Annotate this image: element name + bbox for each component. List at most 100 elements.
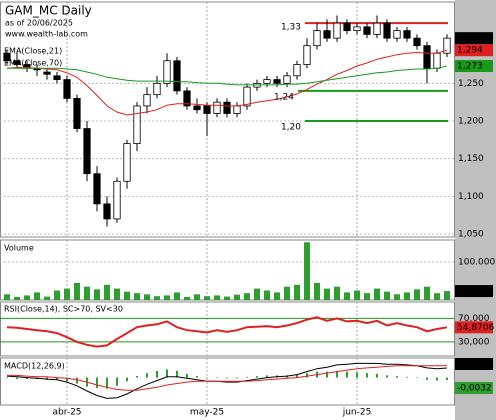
histogram-bar	[236, 377, 238, 379]
volume-bar	[254, 288, 260, 300]
panel-frame	[0, 357, 455, 406]
histogram-bar	[6, 377, 8, 379]
histogram-bar	[166, 369, 168, 378]
candle-body	[413, 37, 421, 47]
histogram-bar	[176, 370, 178, 378]
candle-body	[423, 45, 431, 69]
candle-body	[283, 75, 291, 84]
candle-body	[213, 101, 221, 114]
histogram-bar	[56, 377, 58, 380]
panel-title: MACD(12,26,9)	[4, 362, 65, 371]
volume-bar	[324, 288, 330, 300]
ema-line	[7, 65, 448, 86]
volume-bar	[174, 292, 180, 300]
last-value-box	[455, 44, 493, 57]
y-tick-label: 1,150	[458, 154, 484, 164]
grid	[0, 1, 455, 406]
histogram-bar	[26, 377, 28, 380]
y-tick-label: 100.000	[458, 258, 495, 268]
last-value-label: 1,273	[457, 62, 483, 72]
candle-body	[93, 173, 101, 205]
candle-body	[373, 22, 381, 35]
x-tick-label: abr-25	[52, 408, 81, 418]
last-value-box	[455, 321, 493, 334]
histogram-bar	[146, 373, 148, 378]
histogram-bar	[66, 377, 68, 382]
labels: GAM_MC Daily as of 20/06/2025 www.wealth…	[4, 4, 495, 418]
volume-bar	[134, 293, 140, 300]
volume-bar	[374, 288, 380, 300]
histogram-bar	[326, 371, 328, 378]
histogram-bar	[196, 376, 198, 378]
candle-body	[353, 26, 361, 32]
histogram-bar	[436, 377, 438, 381]
histogram-bar	[96, 377, 98, 389]
volume-bar	[24, 295, 30, 300]
macd-line	[7, 365, 448, 391]
histogram-bar	[296, 374, 298, 378]
histogram-bar	[246, 376, 248, 378]
candle-body	[263, 79, 271, 84]
legend-entry: EMA(Close,70)	[4, 59, 62, 68]
legend-entry: EMA(Close,21)	[4, 47, 62, 56]
candle-body	[143, 94, 151, 107]
volume-bar	[104, 284, 110, 300]
last-value-label: 54,8706	[457, 323, 494, 333]
ema-line	[6, 49, 448, 116]
volume-bar	[4, 294, 10, 300]
histogram-bar	[216, 377, 218, 379]
level-label: 1,20	[281, 123, 301, 133]
candle-body	[313, 30, 321, 47]
rsi-line	[6, 316, 448, 348]
volume-bar	[364, 293, 370, 300]
candle-body	[403, 30, 411, 39]
volume-bar	[274, 292, 280, 300]
histogram-bar	[106, 377, 108, 389]
candle-body	[113, 180, 121, 220]
y-tick-label: 1,250	[458, 79, 484, 89]
y-tick-label: 1,100	[458, 192, 484, 202]
volume-bar	[204, 296, 210, 300]
histogram-bar	[416, 377, 418, 379]
candle-body	[293, 64, 301, 77]
volume-bar	[314, 282, 320, 300]
last-value-box	[455, 60, 493, 73]
volume-bar	[194, 294, 200, 300]
histogram-bar	[446, 377, 448, 380]
last-value-label: 23.510	[457, 287, 489, 297]
volume-bar	[354, 290, 360, 300]
candle-body	[63, 79, 71, 99]
volume-bar	[84, 286, 90, 300]
volume-bar	[124, 291, 130, 300]
candle-body	[103, 203, 111, 220]
candle-body	[83, 128, 91, 175]
histogram-bar	[136, 376, 138, 378]
volume-bar	[234, 294, 240, 300]
candle-body	[323, 30, 331, 39]
volume-bar	[214, 295, 220, 300]
candle-body	[363, 26, 371, 35]
volume-bar	[184, 296, 190, 300]
last-value-box	[455, 381, 493, 394]
volume-bar	[444, 291, 450, 300]
histogram-bar	[306, 373, 308, 378]
volume-bar	[304, 242, 310, 300]
last-value-label: 1,294	[457, 46, 483, 56]
histogram-bar	[126, 377, 128, 382]
y-tick-label: 1,050	[458, 229, 484, 239]
histogram-bar	[266, 375, 268, 378]
histogram-bar	[426, 377, 428, 380]
volume-bar	[414, 289, 420, 300]
candle-body	[303, 45, 311, 65]
panel-title: RSI(Close,14), SC>70, SV<30	[4, 305, 123, 314]
volume-bar	[144, 294, 150, 300]
histogram-bar	[406, 376, 408, 378]
volume-bar	[404, 292, 410, 300]
volume-bar	[344, 292, 350, 300]
volume-bar	[434, 293, 440, 300]
histogram-bar	[16, 377, 18, 380]
volume-bar	[74, 282, 80, 300]
y-tick-label: 1,200	[458, 117, 484, 127]
histogram-bar	[206, 377, 208, 379]
